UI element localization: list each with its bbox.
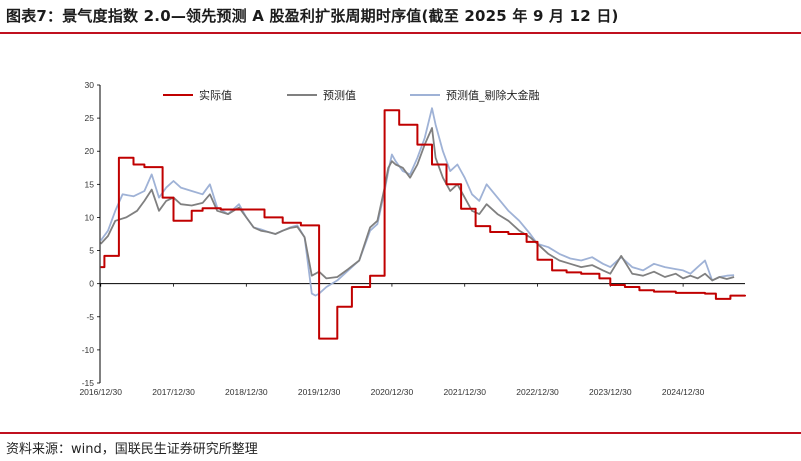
y-tick-label: 15 — [85, 179, 95, 189]
y-tick-label: 5 — [89, 246, 94, 256]
source-note: 资料来源：wind，国联民生证券研究所整理 — [6, 442, 258, 457]
y-tick-label: 25 — [85, 113, 95, 123]
series-line-0 — [100, 109, 746, 340]
legend-label-2: 预测值_剔除大金融 — [446, 88, 540, 102]
y-tick-label: -10 — [82, 345, 95, 355]
y-axis-ticks: 30 25 20 15 10 5 0 -5 -10 -15 — [82, 80, 100, 388]
x-tick-label: 2021/12/30 — [443, 387, 486, 397]
y-tick-label: -5 — [86, 312, 94, 322]
bottom-rule — [0, 432, 801, 434]
legend-label-1: 预测值 — [323, 89, 356, 102]
y-tick-label: -15 — [82, 378, 95, 388]
x-tick-label: 2020/12/30 — [371, 387, 414, 397]
x-tick-label: 2016/12/30 — [79, 387, 122, 397]
x-tick-label: 2018/12/30 — [225, 387, 268, 397]
x-tick-label: 2022/12/30 — [516, 387, 559, 397]
x-tick-label: 2023/12/30 — [589, 387, 632, 397]
series-lines — [99, 107, 746, 340]
legend-label-0: 实际值 — [199, 88, 232, 102]
y-tick-label: 20 — [85, 146, 95, 156]
x-tick-label: 2017/12/30 — [152, 387, 195, 397]
series-line-1 — [100, 127, 735, 282]
y-tick-label: 10 — [85, 212, 95, 222]
x-axis-ticks: 2016/12/30 2017/12/30 2018/12/30 2019/12/30… — [79, 283, 705, 397]
figure-title: 图表7：景气度指数 2.0—领先预测 A 股盈利扩张周期时序值(截至 2025 … — [6, 7, 619, 25]
x-tick-label: 2019/12/30 — [298, 387, 341, 397]
y-tick-label: 0 — [89, 279, 94, 289]
top-rule — [0, 32, 801, 34]
x-tick-label: 2024/12/30 — [662, 387, 705, 397]
y-tick-label: 30 — [85, 80, 95, 90]
line-chart: 30 25 20 15 10 5 0 -5 -10 -15 2016/12/30 2017/12/3… — [79, 80, 746, 397]
chart-axes — [99, 85, 745, 383]
legend: 实际值 预测值 预测值_剔除大金融 — [163, 88, 540, 102]
